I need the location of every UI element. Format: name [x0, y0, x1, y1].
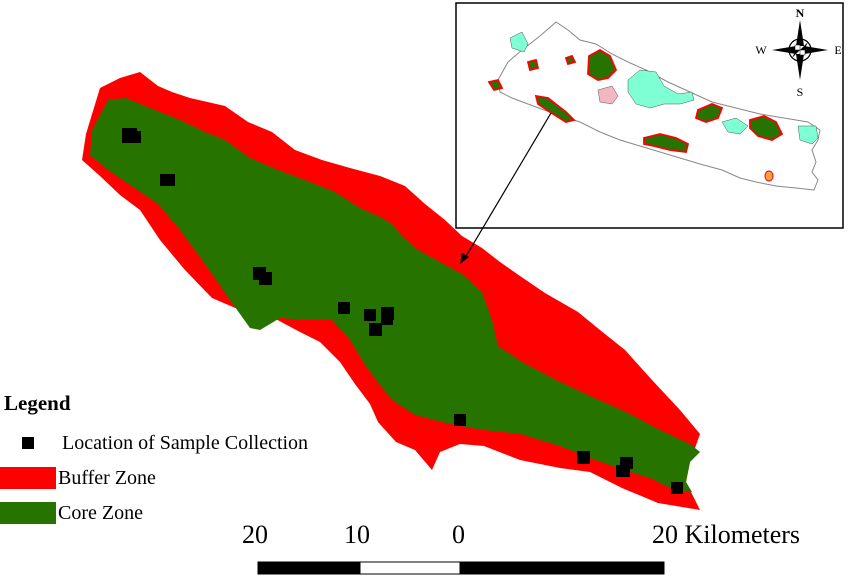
compass-south-label: S [797, 85, 804, 99]
locator-arrowhead [460, 253, 469, 264]
inset-map: N S W E [455, 2, 844, 229]
compass-rose [772, 20, 828, 80]
legend-label: Location of Sample Collection [62, 431, 309, 454]
locator-arrow [464, 112, 552, 259]
inset-area-cyan [509, 31, 529, 53]
inset-area-pink [597, 85, 619, 105]
legend-item-core-zone: Core Zone [0, 500, 143, 526]
sample-point [577, 451, 590, 464]
scale-bar [257, 561, 665, 575]
sample-point [381, 315, 393, 325]
scale-segment [459, 561, 665, 575]
legend-swatch-point [22, 437, 34, 449]
core-zone-polygon [90, 98, 700, 492]
inset-area-green [526, 58, 540, 72]
compass-east-label: E [834, 43, 841, 57]
legend-swatch-buffer [0, 467, 56, 489]
legend-swatch-core [0, 502, 56, 524]
sample-point [259, 272, 272, 285]
inset-area-cyan [797, 125, 819, 145]
sample-point [364, 309, 376, 321]
inset-area-green [643, 133, 690, 153]
legend-item-sample-location: Location of Sample Collection [0, 430, 308, 456]
scale-label-0: 0 [452, 520, 465, 549]
sample-point [338, 302, 350, 314]
sample-point [671, 482, 683, 494]
sample-point [369, 323, 382, 336]
scale-label-10: 10 [344, 520, 370, 549]
legend-label: Core Zone [58, 501, 143, 524]
inset-area-green [749, 115, 784, 141]
inset-area-orange [764, 170, 774, 182]
inset-protected-areas [487, 48, 784, 153]
legend-title: Legend [4, 391, 71, 415]
compass-west-label: W [755, 43, 767, 57]
legend-item-buffer-zone: Buffer Zone [0, 465, 156, 491]
sample-point [616, 465, 630, 477]
inset-area-green [694, 103, 724, 123]
scale-label-20-km: 20 Kilometers [652, 520, 801, 549]
inset-area-cyan [627, 69, 695, 109]
scale-label-20: 20 [242, 520, 268, 549]
scale-segment [257, 561, 361, 575]
legend-label: Buffer Zone [58, 466, 156, 489]
inset-area-green [487, 78, 504, 92]
compass-north-label: N [796, 6, 805, 20]
sample-point [160, 174, 175, 186]
sample-point [129, 131, 141, 143]
inset-country-outline [497, 21, 821, 191]
inset-area-cyan [721, 117, 749, 135]
scale-segment [359, 561, 461, 575]
sample-points [122, 128, 683, 494]
inset-area-green [587, 48, 618, 81]
inset-area-green [534, 94, 576, 123]
sample-point [454, 414, 466, 426]
inset-area-green [564, 54, 577, 66]
